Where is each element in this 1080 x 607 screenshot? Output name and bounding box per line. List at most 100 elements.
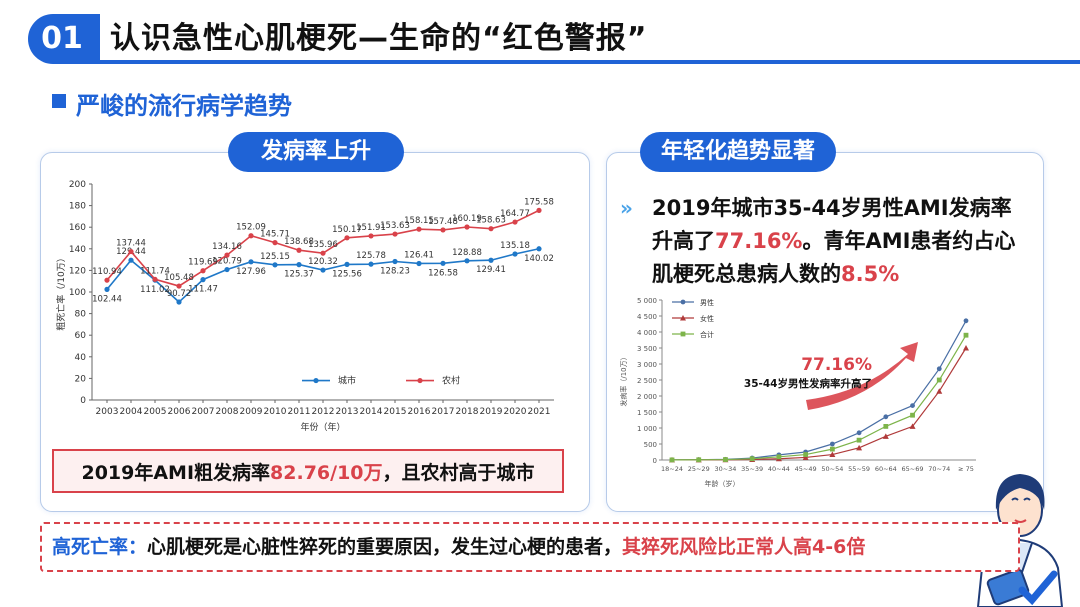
- data-point: [669, 457, 675, 463]
- x-tick-label: ≥ 75: [958, 465, 974, 473]
- bullet-square-icon: [52, 94, 66, 108]
- legend-label: 女性: [700, 314, 714, 323]
- data-point: [176, 299, 182, 305]
- data-point: [512, 251, 518, 257]
- x-tick-label: 2009: [240, 407, 263, 417]
- data-label: 125.15: [260, 252, 290, 262]
- data-point: [856, 430, 862, 436]
- y-tick-label: 100: [69, 288, 86, 298]
- data-point: [416, 260, 422, 267]
- y-axis-label: 粗死亡率（/10万）: [55, 253, 67, 331]
- data-label: 90.72: [167, 289, 191, 299]
- young-text-pct: 77.16%: [715, 229, 803, 253]
- data-label: 126.41: [404, 250, 434, 260]
- data-label: 150.17: [332, 225, 362, 235]
- data-point: [200, 277, 206, 283]
- y-tick-label: 60: [75, 331, 87, 341]
- x-tick-label: 2016: [408, 407, 431, 417]
- x-axis-label: 年龄（岁）: [705, 479, 740, 488]
- data-label: 135.96: [308, 240, 338, 250]
- y-tick-label: 200: [69, 180, 86, 190]
- data-point: [344, 235, 350, 241]
- data-point: [803, 452, 809, 457]
- x-tick-label: 2004: [120, 407, 143, 417]
- y-tick-label: 0: [80, 396, 86, 406]
- data-label: 127.96: [236, 267, 266, 277]
- y-tick-label: 3 500: [637, 345, 657, 353]
- data-point: [320, 250, 326, 256]
- mortality-label: 高死亡率：: [52, 536, 148, 558]
- data-label: 111.47: [188, 285, 218, 295]
- data-label: 158.15: [404, 216, 434, 226]
- data-point: [909, 423, 916, 429]
- young-text-1: 2019年城市35-44岁男性AMI发病率升高了: [652, 196, 1012, 253]
- data-point: [440, 260, 446, 266]
- x-tick-label: 2012: [312, 407, 335, 417]
- young-trend-tag: 年轻化趋势显著: [640, 132, 836, 172]
- data-point: [392, 231, 398, 237]
- mortality-body: 心肌梗死是心脏性猝死的重要原因，发生过心梗的患者，: [147, 536, 623, 558]
- data-point: [883, 424, 889, 429]
- data-label: 145.71: [260, 230, 290, 240]
- data-point: [104, 286, 110, 292]
- legend-label: 农村: [442, 375, 460, 387]
- data-point: [936, 366, 942, 372]
- caption-suffix: ，且农村高于城市: [382, 462, 535, 484]
- title-bar-inner: [100, 14, 1080, 60]
- data-label: 153.63: [380, 221, 410, 231]
- x-tick-label: 40~44: [768, 465, 790, 473]
- data-point: [856, 437, 862, 443]
- data-label: 137.44: [116, 239, 146, 249]
- data-point: [152, 276, 158, 282]
- legend-marker: [313, 377, 319, 384]
- young-text-2: 。青年AMI患者约占心肌梗死总患病人数的: [652, 229, 1016, 286]
- data-point: [272, 240, 278, 246]
- data-point: [440, 227, 446, 233]
- section-number: 01: [28, 14, 96, 64]
- y-tick-label: 140: [69, 245, 86, 255]
- y-tick-label: 4 000: [637, 329, 657, 337]
- caption-value: 82.76/10万: [270, 462, 383, 484]
- y-tick-label: 5 000: [637, 297, 657, 305]
- young-trend-text: 2019年城市35-44岁男性AMI发病率升高了77.16%。青年AMI患者约占…: [652, 192, 1022, 291]
- y-axis-label: 发病率（/10万）: [619, 353, 628, 406]
- data-point: [200, 268, 206, 274]
- data-point: [224, 252, 230, 258]
- data-label: 175.58: [524, 197, 554, 207]
- mortality-text: 高死亡率：心肌梗死是心脏性猝死的重要原因，发生过心梗的患者，其猝死风险比正常人高…: [52, 528, 865, 566]
- x-tick-label: 2003: [96, 407, 119, 417]
- data-point: [936, 388, 943, 394]
- y-tick-label: 80: [75, 310, 87, 320]
- x-tick-label: 2014: [360, 407, 383, 417]
- x-tick-label: 2020: [504, 407, 527, 417]
- data-point: [248, 233, 254, 239]
- data-label: 151.91: [356, 223, 386, 233]
- data-point: [320, 267, 326, 273]
- y-tick-label: 3 000: [637, 361, 657, 369]
- section-subtitle: 严峻的流行病学趋势: [76, 92, 292, 120]
- x-tick-label: 2007: [192, 407, 215, 417]
- x-tick-label: 25~29: [688, 465, 710, 473]
- data-label: 140.02: [524, 254, 554, 264]
- data-point: [296, 262, 302, 268]
- legend-label: 合计: [700, 330, 714, 339]
- incidence-tag: 发病率上升: [228, 132, 404, 172]
- x-tick-label: 2008: [216, 407, 239, 417]
- data-point: [963, 332, 969, 338]
- data-point: [936, 377, 942, 383]
- data-label: 160.19: [452, 214, 482, 224]
- data-point: [536, 246, 542, 252]
- series-line-合计: [671, 334, 967, 461]
- data-label: 129.41: [476, 265, 506, 275]
- data-point: [829, 451, 836, 458]
- data-point: [272, 262, 278, 268]
- x-tick-label: 30~34: [714, 465, 736, 473]
- page-title: 认识急性心肌梗死—生命的“红色警报”: [110, 21, 648, 56]
- data-point: [802, 454, 809, 460]
- data-point: [883, 414, 889, 420]
- legend-label: 男性: [700, 298, 714, 307]
- y-tick-label: 2 000: [637, 393, 657, 401]
- x-tick-label: 55~59: [848, 465, 870, 473]
- data-point: [128, 257, 134, 263]
